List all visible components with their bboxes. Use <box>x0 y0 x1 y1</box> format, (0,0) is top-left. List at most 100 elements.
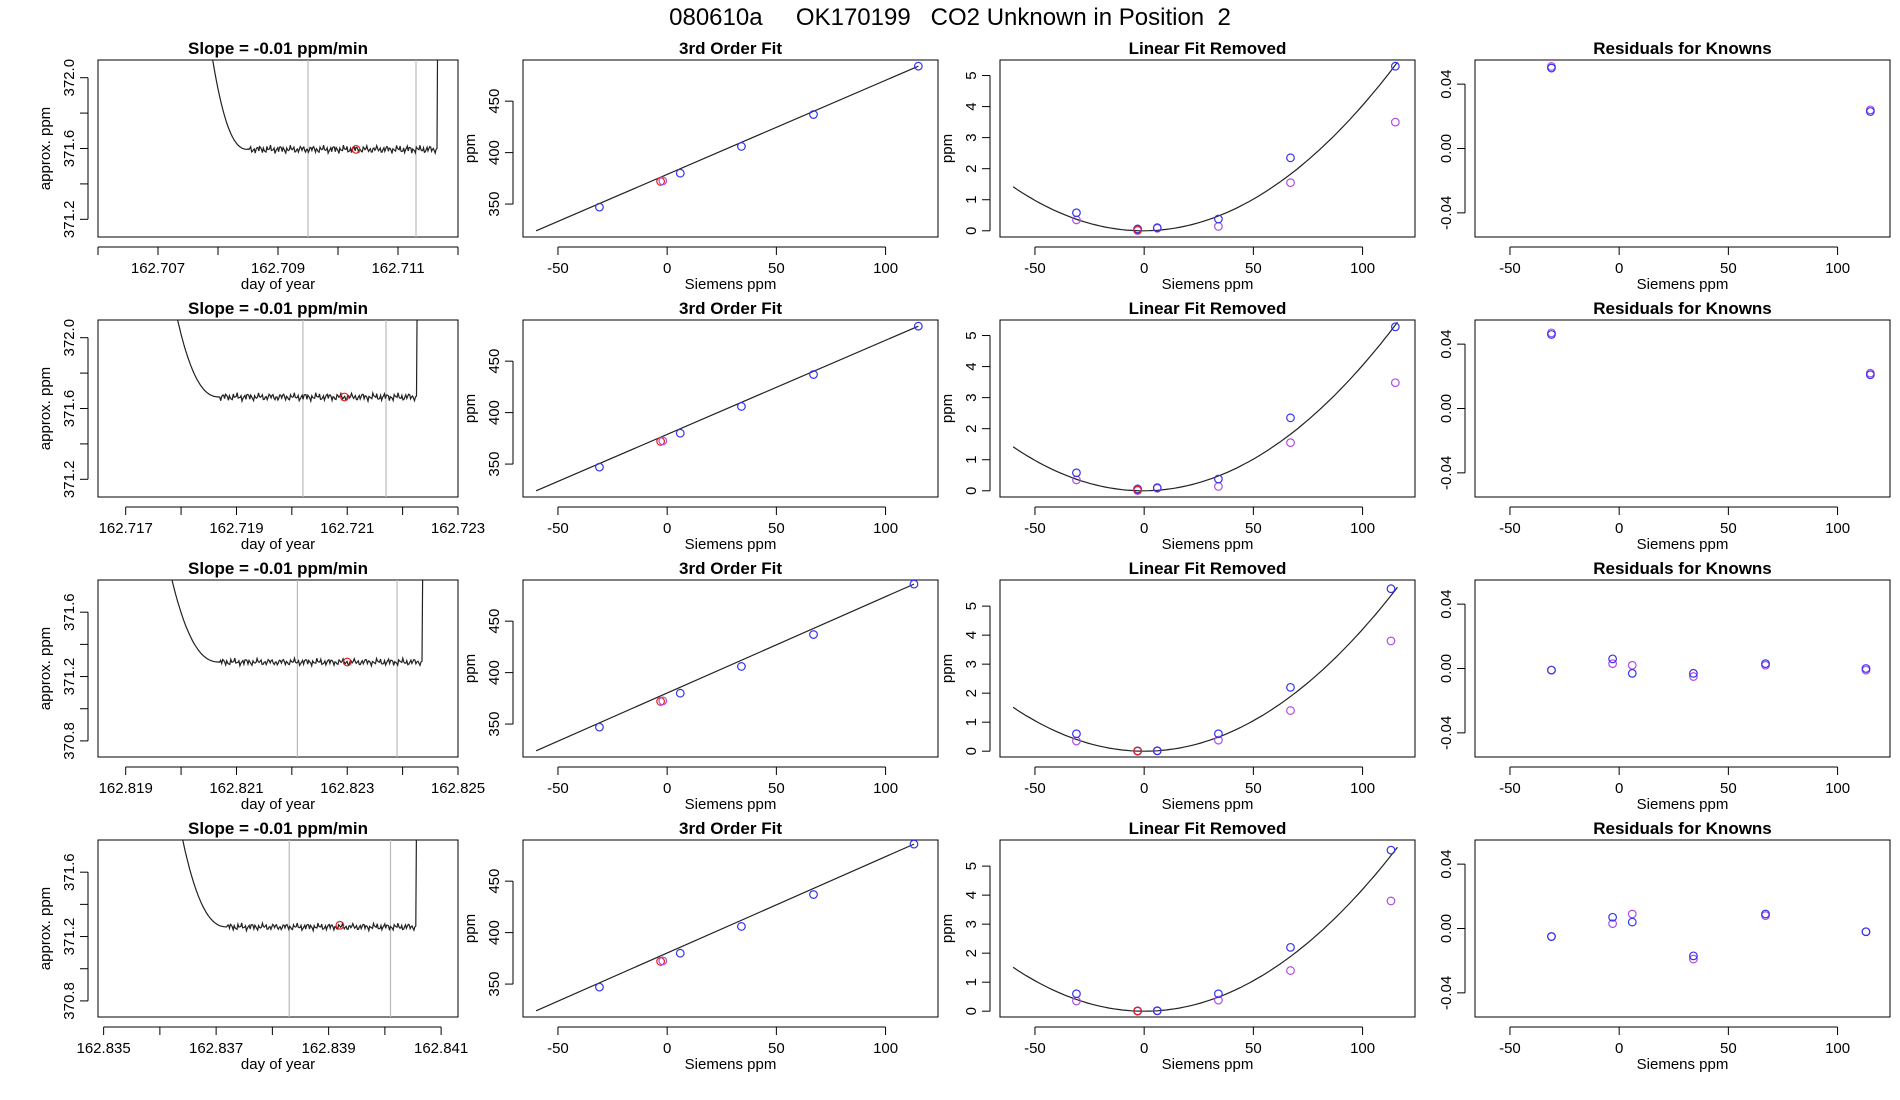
y-tick-label: 3 <box>963 660 980 668</box>
y-tick-label: 5 <box>963 862 980 870</box>
residual-point-purple <box>1214 482 1223 491</box>
x-tick-label: 50 <box>768 520 785 537</box>
known-point <box>595 982 604 992</box>
y-tick-label: 370.8 <box>61 722 78 760</box>
y-axis-label: ppm <box>462 914 479 943</box>
fit-curve <box>1012 61 1398 232</box>
residual-point-purple <box>1214 995 1223 1005</box>
plot-area <box>535 321 923 492</box>
x-tick-label: 100 <box>873 780 898 797</box>
y-tick-label: 371.2 <box>61 658 78 696</box>
x-tick-label: 162.821 <box>209 780 263 797</box>
x-tick-label: -50 <box>547 260 569 277</box>
x-tick-label: 162.711 <box>371 260 424 277</box>
x-tick-label: 0 <box>1140 260 1148 277</box>
known-point <box>913 321 923 331</box>
panel-trace: Slope = -0.01 ppm/min 162.835 162.837 162.8… <box>37 819 468 1073</box>
x-tick-label: 162.723 <box>431 520 485 537</box>
residual-point-blue <box>1547 932 1556 941</box>
unknown-point <box>342 657 352 667</box>
known-point <box>737 142 746 151</box>
plot-frame <box>1474 839 1891 1018</box>
x-tick-label: 162.719 <box>209 520 263 537</box>
y-tick-label: 350 <box>486 712 503 737</box>
residual-point-blue <box>1761 909 1770 919</box>
plot-area <box>1547 909 1871 964</box>
residual-point-blue <box>1214 214 1223 224</box>
y-tick-label: 0 <box>963 227 980 235</box>
panel-title: Residuals for Knowns <box>1593 39 1772 58</box>
plot-frame <box>1474 59 1891 238</box>
residual-point-blue <box>1865 370 1875 380</box>
x-axis-label: Siemens ppm <box>1162 1056 1254 1073</box>
residual-point-purple <box>1386 896 1396 906</box>
x-tick-label: 162.819 <box>99 780 153 797</box>
x-tick-label: 0 <box>1615 780 1623 797</box>
x-axis-label: day of year <box>241 1056 315 1073</box>
unknown-point <box>351 144 361 154</box>
fit-line <box>535 325 919 492</box>
trace-line <box>177 320 418 404</box>
residual-point-blue <box>1608 654 1618 664</box>
residual-point-blue <box>1386 845 1396 855</box>
residual-point-purple <box>1390 117 1400 127</box>
panel-resid: Residuals for Knowns -50 0 50 100 -0.04 0.00 0.… <box>1438 39 1891 293</box>
plot-area <box>212 60 439 237</box>
y-axis-label: approx. ppm <box>37 887 54 970</box>
known-point <box>909 580 919 589</box>
residual-point-blue <box>1152 746 1162 756</box>
y-axis-label: approx. ppm <box>37 367 54 450</box>
plot-frame <box>97 839 459 1018</box>
x-axis-label: Siemens ppm <box>1637 276 1729 293</box>
y-axis-label: ppm <box>939 394 956 423</box>
residual-point-blue <box>1072 989 1081 999</box>
x-tick-label: 162.825 <box>431 780 485 797</box>
y-tick-label: 1 <box>963 456 980 464</box>
y-tick-label: 1 <box>963 718 980 726</box>
x-tick-label: -50 <box>1499 260 1521 277</box>
x-tick-label: 0 <box>1140 1040 1148 1057</box>
y-tick-label: 2 <box>963 949 980 957</box>
y-tick-label: 5 <box>963 71 980 79</box>
plot-area <box>182 840 417 1017</box>
residual-point-blue <box>1072 468 1081 478</box>
residual-point-blue <box>1547 330 1556 339</box>
fit-line <box>535 583 915 752</box>
known-point <box>595 202 604 212</box>
y-tick-label: 4 <box>963 891 980 899</box>
plot-frame <box>999 319 1416 498</box>
panel-title: Slope = -0.01 ppm/min <box>188 299 368 318</box>
known-point <box>809 110 818 119</box>
panel-title: Linear Fit Removed <box>1129 559 1287 578</box>
x-tick-label: 162.841 <box>414 1040 468 1057</box>
plot-area <box>1012 321 1400 495</box>
residual-point-blue <box>1072 729 1081 739</box>
x-tick-label: 100 <box>873 520 898 537</box>
x-tick-label: -50 <box>547 1040 569 1057</box>
panel-linfit: Linear Fit Removed -50 0 50 100 0 1 2 3 4 5 Siemens… <box>939 39 1416 293</box>
x-tick-label: -50 <box>1024 520 1046 537</box>
residual-point-blue <box>1689 668 1698 678</box>
plot-area <box>1012 845 1398 1016</box>
residual-point-blue <box>1861 664 1871 673</box>
residual-point-purple <box>1386 636 1396 646</box>
y-tick-label: 371.6 <box>61 853 78 891</box>
x-tick-label: -50 <box>1024 260 1046 277</box>
panel-title: Slope = -0.01 ppm/min <box>188 559 368 578</box>
known-point <box>675 948 685 958</box>
page-title: 080610a OK170199 CO2 Unknown in Position… <box>669 4 1231 31</box>
x-tick-label: 100 <box>1350 520 1375 537</box>
x-tick-label: 100 <box>1825 1040 1850 1057</box>
x-tick-label: -50 <box>547 780 569 797</box>
residual-point-blue <box>1547 665 1556 675</box>
plot-frame <box>97 59 459 238</box>
y-tick-label: 1 <box>963 196 980 204</box>
fit-line <box>535 843 915 1012</box>
y-tick-label: 4 <box>963 362 980 370</box>
panel-fit3: 3rd Order Fit -50 0 50 100 350 400 450 Siemens p… <box>462 819 939 1073</box>
x-axis-label: Siemens ppm <box>685 1056 777 1073</box>
fit-curve <box>1012 321 1398 492</box>
x-tick-label: 50 <box>1720 260 1737 277</box>
x-axis-label: Siemens ppm <box>1637 796 1729 813</box>
panel-resid: Residuals for Knowns -50 0 50 100 -0.04 0.00 0.… <box>1438 559 1891 813</box>
